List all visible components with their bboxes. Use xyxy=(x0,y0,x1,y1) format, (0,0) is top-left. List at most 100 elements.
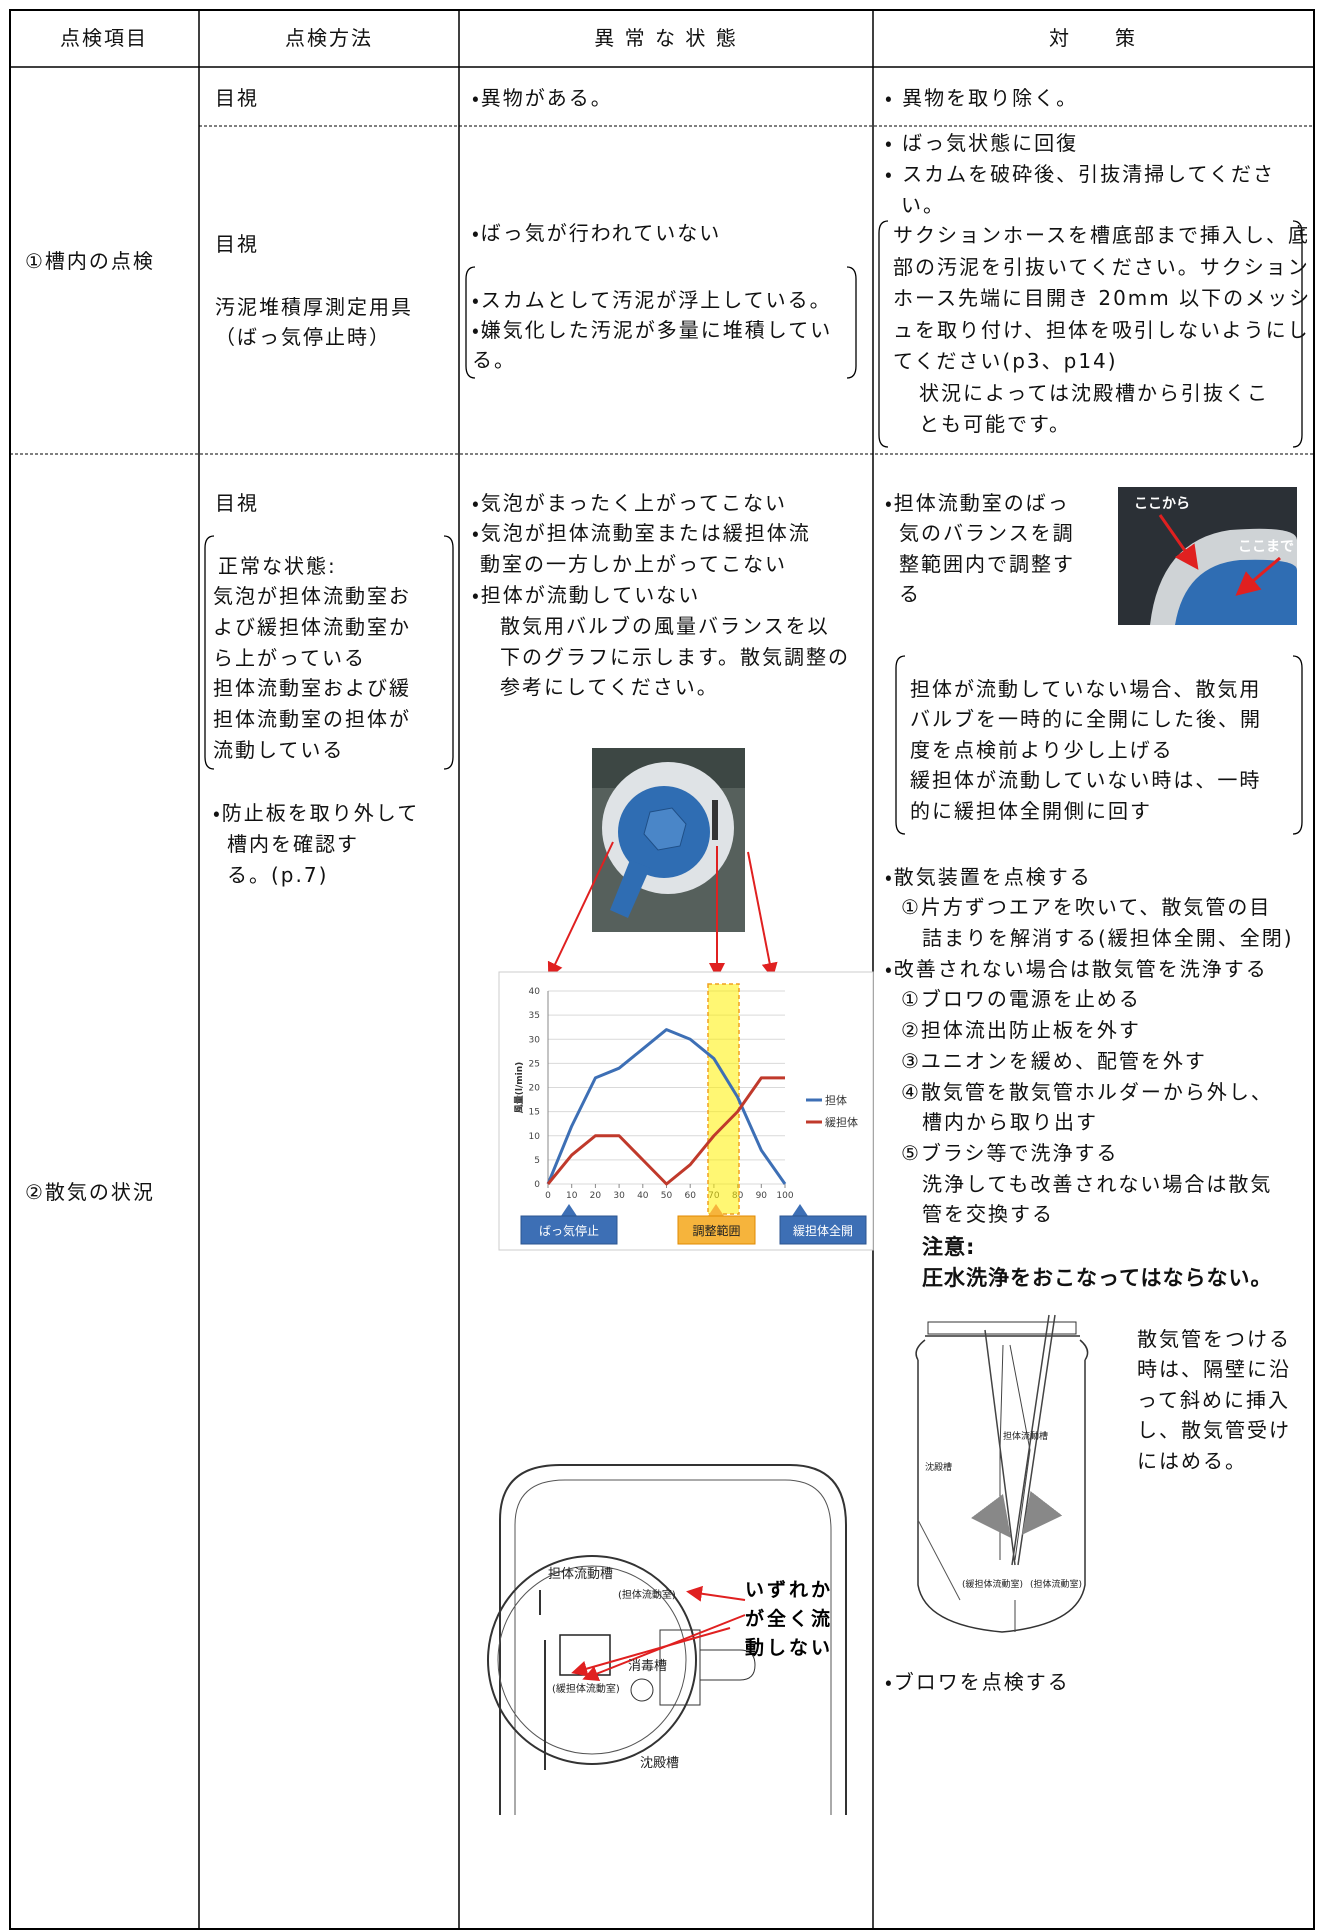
arrow xyxy=(547,841,614,979)
text-line: 汚泥堆積厚測定用具 xyxy=(215,295,413,319)
x-tick-label: 0 xyxy=(545,1191,551,1201)
callout-label: 調整範囲 xyxy=(692,1223,740,1238)
tank-body xyxy=(915,1335,1089,1633)
text-line: ・嫌気化した汚泥が多量に堆積してい xyxy=(472,318,833,342)
bracket xyxy=(895,655,906,835)
x-tick-label: 100 xyxy=(776,1191,793,1201)
text-line: ・気泡が担体流動室または緩担体流 xyxy=(472,521,811,546)
text-line: ⑤ブラシ等で洗浄する xyxy=(901,1140,1119,1165)
diagram-label: (緩担体流動室) xyxy=(552,1682,620,1695)
text-line: 槽内を確認す xyxy=(227,831,359,856)
text-line: 散気用バルブの風量バランスを以 xyxy=(500,613,830,638)
item-label: ②散気の状況 xyxy=(25,1180,155,1204)
bracket xyxy=(443,535,454,770)
text-line: ①ブロワの電源を止める xyxy=(901,987,1141,1012)
series-line xyxy=(546,1076,785,1186)
diagram-label: 沈殿槽 xyxy=(925,1461,952,1473)
x-tick-label: 30 xyxy=(613,1191,625,1201)
valve-stem xyxy=(712,800,718,840)
photo-label: ここから xyxy=(1134,496,1190,512)
column-header: 点検項目 xyxy=(60,26,148,50)
text-line: 気のバランスを調 xyxy=(899,521,1075,546)
disinfect xyxy=(630,1678,654,1702)
y-tick-label: 10 xyxy=(529,1132,541,1142)
text-line: って斜めに挿入 xyxy=(1137,1387,1290,1412)
arrow xyxy=(571,1627,731,1677)
diagram-label: (担体流動室) xyxy=(618,1588,676,1601)
text-line: ・ ばっ気状態に回復 xyxy=(885,130,1079,155)
text-line: 担体流動室および緩 xyxy=(213,676,411,701)
text-line: ②担体流出防止板を外す xyxy=(901,1018,1141,1043)
text-line: 槽内から取り出す xyxy=(922,1110,1098,1135)
text-line: 散気管をつける xyxy=(1137,1326,1291,1351)
text-line: 時は、隔壁に沿 xyxy=(1137,1357,1291,1382)
text-line: ・ブロワを点検する xyxy=(885,1670,1070,1694)
y-tick-label: 0 xyxy=(534,1180,540,1190)
text-line: 参考にしてください。 xyxy=(500,675,719,700)
chart-frame xyxy=(498,971,874,1251)
arrow xyxy=(1235,556,1281,596)
x-tick-label: 90 xyxy=(756,1191,768,1201)
text-line: 気泡が担体流動室お xyxy=(213,584,411,609)
text-line: バルブを一時的に全開にした後、開 xyxy=(910,707,1262,732)
photo-label: ここまで xyxy=(1238,539,1294,555)
bracket xyxy=(846,266,857,379)
tank-lid xyxy=(927,1321,1077,1335)
legend-label: 担体 xyxy=(825,1093,847,1107)
bracket xyxy=(1292,655,1303,835)
series-line xyxy=(546,1028,787,1185)
text-line: ホース先端に目開き 20mm 以下のメッシ xyxy=(893,286,1312,311)
column-header: 対 策 xyxy=(1049,26,1137,50)
legend-label: 緩担体 xyxy=(825,1115,858,1129)
callout-box xyxy=(779,1215,867,1245)
text-line: 管を交換する xyxy=(922,1202,1054,1227)
y-tick-label: 15 xyxy=(529,1108,540,1118)
warning: 圧水洗浄をおこなってはならない。 xyxy=(922,1265,1273,1290)
text-line: とも可能です。 xyxy=(919,412,1071,437)
text-line: ①片方ずつエアを吹いて、散気管の目 xyxy=(901,895,1272,920)
diagram-label: 担体流動槽 xyxy=(548,1567,613,1582)
callout-label: ばっ気停止 xyxy=(539,1223,599,1238)
text-line: る。 xyxy=(472,348,516,372)
pipe-box xyxy=(659,1629,701,1706)
diagram-label: (緩担体流動室) xyxy=(962,1578,1023,1590)
diagram-callout: いずれか xyxy=(745,1579,833,1601)
text-line: 状況によっては沈殿槽から引抜くこ xyxy=(919,380,1269,405)
x-tick-label: 10 xyxy=(566,1191,578,1201)
text-line: る xyxy=(899,582,921,607)
diagram-callout: が全く流 xyxy=(745,1607,833,1630)
text-line: （ばっ気停止時） xyxy=(215,325,391,349)
text-line: い。 xyxy=(901,192,945,217)
diagram-label: 担体流動槽 xyxy=(1003,1430,1048,1442)
text-line: ・ 異物を取り除く。 xyxy=(885,86,1079,110)
text-line: 流動している xyxy=(213,737,345,762)
text-line: よび緩担体流動室か xyxy=(213,615,411,640)
adjust-band xyxy=(707,983,740,1215)
text-line: ・改善されない場合は散気管を洗浄する xyxy=(885,956,1268,981)
valve-handle xyxy=(610,860,650,918)
x-tick-label: 20 xyxy=(590,1191,602,1201)
y-tick-label: 35 xyxy=(529,1011,540,1021)
arrow xyxy=(747,851,778,979)
text-line: 担体流動室の担体が xyxy=(213,707,411,732)
text-line: 部の汚泥を引抜いてください。サクション xyxy=(893,254,1310,279)
text-line: 度を点検前より少し上げる xyxy=(910,737,1174,762)
text-line: にはめる。 xyxy=(1137,1448,1247,1473)
text-line: ュを取り付け、担体を吸引しないようにし xyxy=(893,317,1310,342)
chamber xyxy=(497,1565,687,1755)
text-line: ・スカムとして汚泥が浮上している。 xyxy=(472,288,832,312)
bracket xyxy=(1292,220,1303,448)
text-line: てください(p3、p14) xyxy=(893,349,1118,374)
callout-pointer xyxy=(708,1204,724,1216)
text-line: ・気泡がまったく上がってこない xyxy=(472,490,787,515)
y-tick-label: 20 xyxy=(529,1084,541,1094)
arrow xyxy=(1158,514,1199,570)
text-line: ・ スカムを破砕後、引抜清掃してくださ xyxy=(885,161,1275,186)
text-line: 目視 xyxy=(215,491,259,515)
partition xyxy=(917,1519,961,1601)
pipe xyxy=(700,1649,756,1681)
x-tick-label: 40 xyxy=(637,1191,649,1201)
